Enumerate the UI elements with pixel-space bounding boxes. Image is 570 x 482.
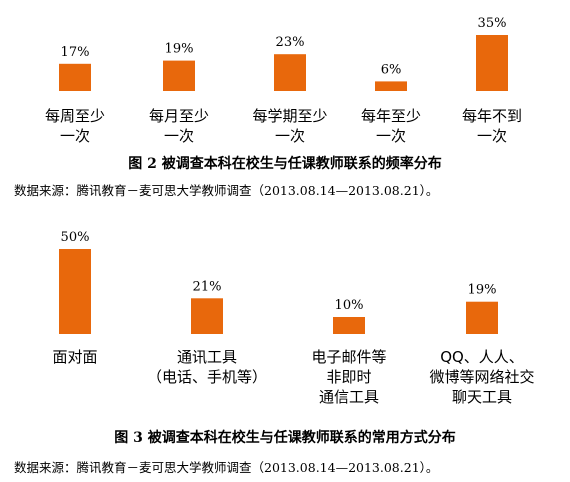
category-label: 面对面 <box>52 348 97 366</box>
category-label: 每月至少 <box>149 107 209 125</box>
bar-5 <box>476 35 508 91</box>
category-label: 通讯工具 <box>177 348 237 366</box>
category-label: 非即时 <box>326 368 371 386</box>
category-label: 每周至少 <box>45 107 105 125</box>
category-label: 电子邮件等 <box>311 348 386 366</box>
category-label: 一次 <box>164 127 194 145</box>
bar-value-label: 17% <box>61 45 90 60</box>
bar-value-label: 6% <box>381 62 402 77</box>
category-label: 微博等网络社交 <box>429 368 534 386</box>
bar-4 <box>375 81 407 91</box>
category-label: 一次 <box>275 127 305 145</box>
bar-value-label: 19% <box>165 42 194 57</box>
bar-value-label: 50% <box>61 230 90 245</box>
bar-value-label: 19% <box>468 283 497 298</box>
category-label: （电话、手机等） <box>147 368 267 386</box>
category-label: 一次 <box>376 127 406 145</box>
bar-value-label: 35% <box>478 16 507 31</box>
bar-value-label: 10% <box>335 298 364 313</box>
category-label: 一次 <box>60 127 90 145</box>
category-label: 每学期至少 <box>252 107 327 125</box>
figure-3-source: 数据来源：腾讯教育－麦可思大学教师调查（2013.08.14—2013.08.2… <box>14 460 439 475</box>
bar-2 <box>163 60 195 91</box>
bar-3 <box>274 54 306 91</box>
figure-2-caption: 图 2 被调查本科在校生与任课教师联系的频率分布 <box>128 156 442 172</box>
figure-2-source: 数据来源：腾讯教育－麦可思大学教师调查（2013.08.14—2013.08.2… <box>14 183 439 198</box>
figure-3-caption: 图 3 被调查本科在校生与任课教师联系的常用方式分布 <box>114 430 456 446</box>
category-label: 通信工具 <box>319 388 379 406</box>
category-label: 一次 <box>477 127 507 145</box>
bar-value-label: 23% <box>276 35 305 50</box>
bar-value-label: 21% <box>193 279 222 294</box>
bar-2 <box>191 298 223 334</box>
category-label: QQ、人人、 <box>440 348 524 366</box>
category-label: 聊天工具 <box>452 388 512 406</box>
bar-1 <box>59 249 91 334</box>
bar-1 <box>59 63 91 91</box>
bar-3 <box>333 317 365 334</box>
category-label: 每年不到 <box>462 107 522 125</box>
category-label: 每年至少 <box>361 107 421 125</box>
bar-4 <box>466 301 498 334</box>
